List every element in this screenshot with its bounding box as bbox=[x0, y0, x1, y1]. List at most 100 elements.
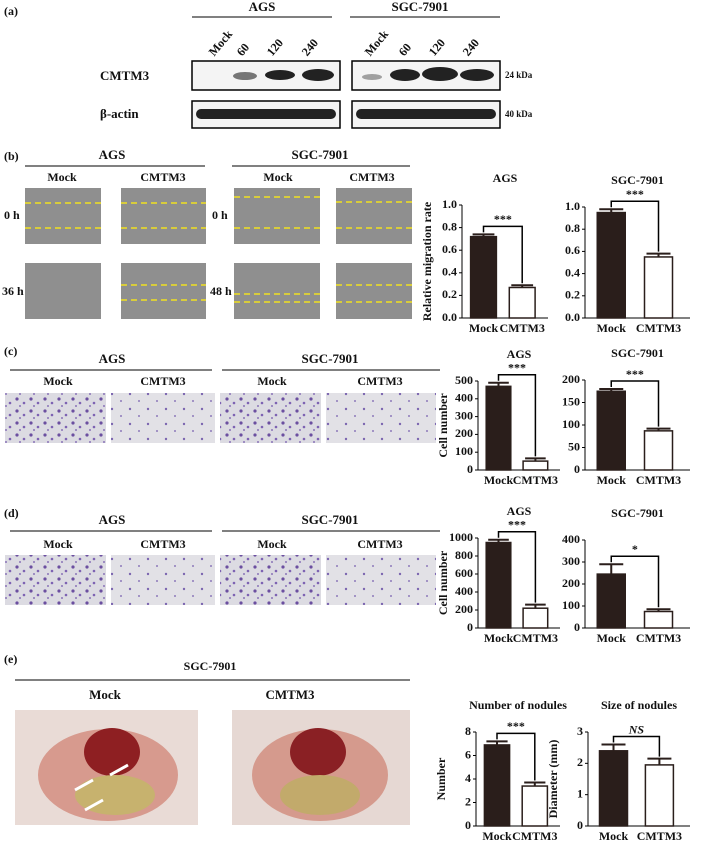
lane-label: 240 bbox=[460, 36, 482, 59]
lane-label: 60 bbox=[396, 41, 414, 59]
error-bar bbox=[486, 740, 508, 745]
y-tick-label: 3 bbox=[577, 724, 583, 738]
y-tick-label: 0.4 bbox=[442, 265, 457, 279]
x-tick-label: CMTM3 bbox=[637, 829, 682, 843]
x-tick-label: Mock bbox=[597, 321, 627, 335]
chart-title: SGC-7901 bbox=[611, 173, 664, 187]
error-bar bbox=[472, 233, 495, 237]
y-tick-label: 0.8 bbox=[442, 219, 457, 233]
error-bar bbox=[647, 757, 672, 765]
panel-label: (c) bbox=[4, 344, 17, 358]
condition-label: CMTM3 bbox=[357, 374, 402, 388]
y-tick-label: 0 bbox=[465, 818, 471, 832]
x-tick-label: Mock bbox=[484, 473, 514, 487]
y-tick-label: 2 bbox=[465, 794, 471, 808]
in-vivo-images: SGC-7901 Mock CMTM3 bbox=[15, 659, 410, 825]
row-label: CMTM3 bbox=[100, 68, 150, 83]
y-tick-label: 4 bbox=[465, 771, 471, 785]
y-tick-label: 300 bbox=[562, 554, 580, 568]
error-bar bbox=[646, 427, 671, 431]
condition-label: CMTM3 bbox=[140, 374, 185, 388]
group-label: SGC-7901 bbox=[184, 659, 237, 673]
y-tick-label: 0.0 bbox=[442, 310, 457, 324]
bar bbox=[643, 610, 674, 629]
significance-bracket bbox=[497, 531, 537, 603]
time-label: 48 h bbox=[210, 284, 232, 298]
y-tick-label: 100 bbox=[455, 444, 473, 458]
time-label: 36 h bbox=[2, 284, 24, 298]
error-bar bbox=[601, 743, 626, 751]
micrograph bbox=[5, 393, 106, 443]
group-label: AGS bbox=[99, 512, 126, 527]
mouse-photo bbox=[15, 710, 198, 825]
y-tick-label: 200 bbox=[455, 426, 473, 440]
y-tick-label: 0 bbox=[467, 620, 473, 634]
significance-label: *** bbox=[507, 719, 525, 733]
y-tick-label: 1 bbox=[577, 786, 583, 800]
lane-label: 120 bbox=[264, 36, 286, 59]
x-tick-label: CMTM3 bbox=[513, 473, 558, 487]
bar bbox=[469, 235, 498, 319]
bar bbox=[521, 785, 549, 827]
condition-label: Mock bbox=[43, 537, 73, 551]
micrograph bbox=[111, 555, 215, 605]
micrograph bbox=[5, 555, 106, 605]
y-axis-label: Relative migration rate bbox=[420, 201, 434, 321]
panel-label: (b) bbox=[4, 149, 19, 163]
time-label: 0 h bbox=[4, 208, 20, 222]
x-tick-label: CMTM3 bbox=[513, 631, 558, 645]
y-tick-label: 2 bbox=[577, 755, 583, 769]
y-tick-label: 0.2 bbox=[442, 287, 457, 301]
chart-title: AGS bbox=[507, 504, 532, 518]
bar bbox=[485, 385, 512, 471]
condition-label: Mock bbox=[263, 170, 293, 184]
condition-label: Mock bbox=[43, 374, 73, 388]
y-tick-label: 50 bbox=[568, 439, 580, 453]
invasion-images: AGS SGC-7901 Mock CMTM3 Mock CMTM3 bbox=[5, 512, 440, 605]
transwell-images: AGS SGC-7901 Mock CMTM3 Mock CMTM3 bbox=[5, 351, 440, 443]
bar bbox=[596, 211, 626, 319]
y-tick-label: 300 bbox=[455, 408, 473, 422]
x-tick-label: Mock bbox=[597, 631, 627, 645]
micrograph bbox=[111, 393, 215, 443]
significance-bracket bbox=[497, 374, 537, 457]
error-bar bbox=[646, 252, 671, 257]
bar bbox=[522, 460, 549, 471]
lane-label: Mock bbox=[206, 27, 236, 59]
condition-label: CMTM3 bbox=[140, 537, 185, 551]
y-tick-label: 0.8 bbox=[565, 221, 580, 235]
micrograph bbox=[220, 555, 321, 605]
significance-label: *** bbox=[494, 212, 512, 226]
y-tick-label: 600 bbox=[455, 566, 473, 580]
charts: AGS Relative migration rate 0.0 0.2 0.4 0.6 0.… bbox=[420, 171, 690, 843]
x-tick-label: CMTM3 bbox=[636, 321, 681, 335]
y-tick-label: 0.2 bbox=[565, 288, 580, 302]
chart-title: SGC-7901 bbox=[611, 346, 664, 360]
panel-label: (e) bbox=[4, 652, 17, 666]
x-tick-label: Mock bbox=[482, 829, 512, 843]
micrograph bbox=[220, 393, 321, 443]
group-label: AGS bbox=[249, 0, 276, 14]
chart-title: AGS bbox=[493, 171, 518, 185]
y-tick-label: 0.4 bbox=[565, 265, 580, 279]
y-tick-label: 400 bbox=[562, 532, 580, 546]
group-label: AGS bbox=[99, 147, 126, 162]
x-tick-label: Mock bbox=[484, 631, 514, 645]
error-bar bbox=[488, 381, 509, 387]
bar bbox=[643, 430, 674, 471]
bar bbox=[522, 607, 549, 629]
y-axis-label: Cell number bbox=[436, 550, 450, 615]
condition-label: CMTM3 bbox=[265, 687, 315, 702]
y-tick-label: 0 bbox=[577, 818, 583, 832]
chart-title: Number of nodules bbox=[469, 698, 567, 712]
significance-bracket bbox=[482, 225, 523, 284]
significance-label: NS bbox=[628, 722, 645, 736]
time-label: 0 h bbox=[212, 208, 228, 222]
y-tick-label: 200 bbox=[562, 576, 580, 590]
y-tick-label: 200 bbox=[562, 372, 580, 386]
y-tick-label: 100 bbox=[562, 598, 580, 612]
wound-edges bbox=[25, 196, 412, 303]
y-tick-label: 0.6 bbox=[442, 242, 457, 256]
panel-label: (a) bbox=[4, 4, 18, 18]
significance-label: *** bbox=[626, 187, 644, 201]
